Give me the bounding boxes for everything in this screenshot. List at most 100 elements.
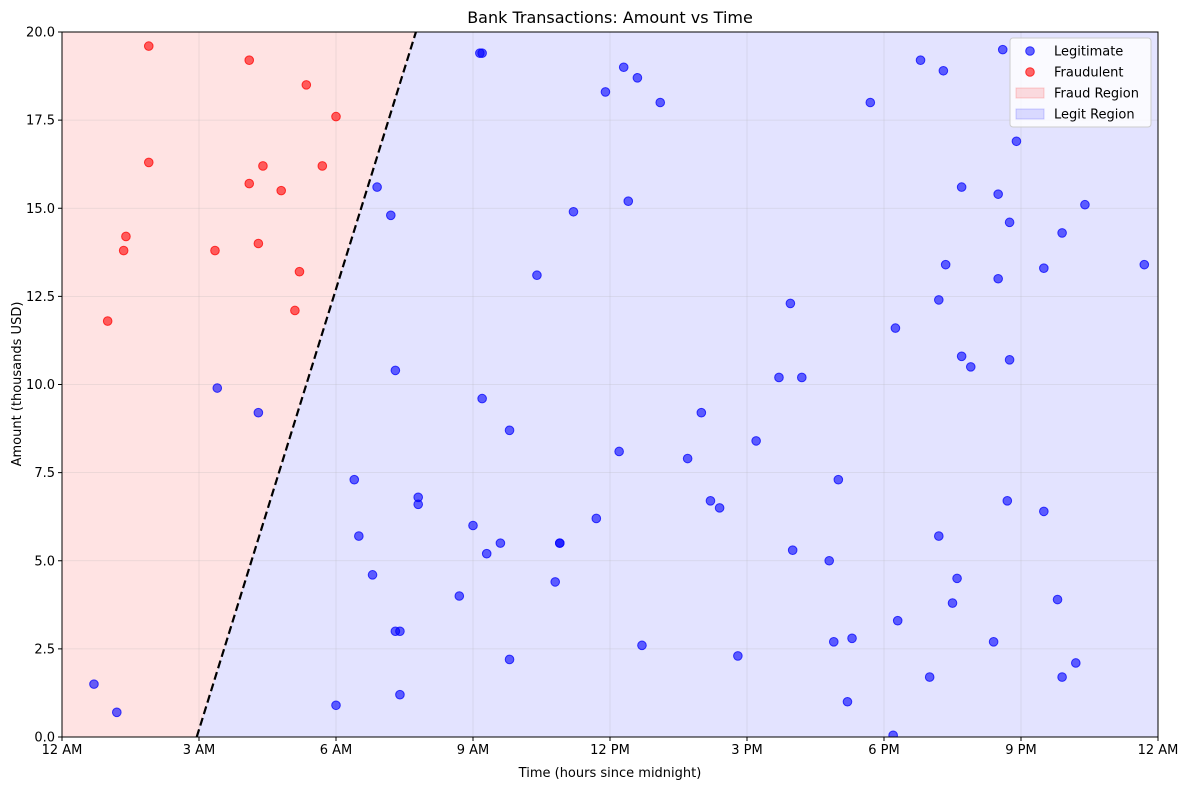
- legitimate-point: [454, 591, 465, 601]
- fraudulent-point: [210, 245, 220, 256]
- legend-label-fraud-region: Fraud Region: [1054, 87, 1139, 102]
- legitimate-point: [367, 570, 378, 580]
- legitimate-point: [1004, 355, 1015, 365]
- legitimate-point: [504, 425, 515, 436]
- legitimate-point: [965, 362, 976, 372]
- data-points: [89, 41, 1150, 737]
- legitimate-point: [787, 545, 798, 555]
- legend-marker-fraudulent: [1025, 67, 1035, 77]
- legitimate-point: [705, 496, 716, 506]
- legitimate-point: [655, 97, 666, 108]
- legitimate-point: [947, 598, 958, 608]
- legitimate-point: [1011, 136, 1022, 147]
- y-tick-label: 20.0: [26, 26, 55, 41]
- legitimate-point: [956, 182, 967, 192]
- legend-label-legit-region: Legit Region: [1054, 108, 1135, 123]
- legitimate-point: [934, 531, 944, 541]
- legitimate-point: [797, 372, 807, 383]
- fraudulent-point: [118, 245, 129, 256]
- y-tick-label: 5.0: [34, 554, 55, 569]
- legitimate-point: [993, 273, 1003, 284]
- fraudulent-point: [258, 161, 268, 171]
- legitimate-point: [890, 323, 901, 333]
- x-tick-label: 9 AM: [457, 743, 490, 758]
- legitimate-point: [956, 351, 967, 362]
- fraud-region: [62, 32, 416, 737]
- legitimate-point: [618, 62, 629, 73]
- legitimate-point: [828, 637, 839, 647]
- legitimate-point: [940, 259, 951, 270]
- legitimate-point: [532, 270, 542, 281]
- y-tick-label: 15.0: [26, 202, 55, 217]
- fraudulent-point: [253, 238, 264, 249]
- legitimate-point: [632, 73, 643, 83]
- legitimate-point: [785, 298, 796, 309]
- legitimate-point: [550, 577, 561, 587]
- fraudulent-point: [294, 266, 305, 277]
- x-tick-label: 6 PM: [868, 743, 899, 758]
- decision-regions: [62, 32, 1158, 737]
- legitimate-point: [112, 707, 122, 718]
- legitimate-point: [504, 654, 515, 665]
- decision-boundary-line: [195, 32, 417, 737]
- legitimate-point: [354, 531, 364, 541]
- legitimate-point: [1002, 496, 1013, 506]
- legitimate-point: [468, 520, 478, 531]
- legitimate-point: [568, 206, 579, 217]
- legitimate-point: [952, 573, 962, 584]
- x-tick-label: 9 PM: [1005, 743, 1036, 758]
- legitimate-point: [554, 538, 565, 548]
- fraudulent-point: [331, 111, 341, 122]
- legitimate-point: [623, 196, 634, 206]
- legitimate-point: [390, 365, 401, 376]
- legitimate-point: [413, 499, 424, 510]
- legitimate-point: [682, 453, 693, 464]
- legitimate-point: [495, 538, 506, 548]
- legitimate-point: [1004, 217, 1015, 228]
- legitimate-point: [751, 436, 761, 446]
- legitimate-point: [892, 615, 903, 626]
- legitimate-point: [1057, 672, 1067, 682]
- x-tick-label: 12 AM: [42, 743, 83, 758]
- fraudulent-point: [121, 231, 131, 242]
- legitimate-point: [833, 474, 844, 485]
- y-tick-label: 12.5: [26, 290, 55, 305]
- legitimate-point: [842, 696, 853, 707]
- legitimate-point: [600, 87, 611, 97]
- legitimate-point: [1039, 263, 1049, 273]
- legend: Legitimate Fraudulent Fraud Region Legit Re…: [1009, 37, 1152, 128]
- fraudulent-point: [143, 157, 154, 168]
- legitimate-point: [938, 65, 949, 76]
- y-tick-label: 7.5: [34, 466, 55, 481]
- y-axis-label: Amount (thousands USD): [10, 302, 25, 467]
- decision-boundary: [195, 32, 417, 737]
- legitimate-point: [395, 689, 405, 700]
- x-tick-label: 12 AM: [1138, 743, 1179, 758]
- legitimate-point: [477, 393, 487, 404]
- legitimate-point: [395, 626, 405, 637]
- legend-patch-legit-region: [1015, 108, 1045, 120]
- x-axis-label: Time (hours since midnight): [518, 766, 702, 781]
- fraudulent-point: [276, 185, 287, 196]
- legitimate-point: [847, 633, 857, 644]
- legitimate-point: [714, 503, 725, 513]
- legitimate-point: [253, 407, 264, 418]
- legitimate-point: [386, 210, 396, 221]
- legitimate-point: [591, 513, 602, 524]
- legitimate-point: [477, 48, 487, 58]
- x-tick-label: 3 PM: [731, 743, 762, 758]
- legitimate-point: [331, 700, 341, 711]
- x-tick-label: 3 AM: [183, 743, 216, 758]
- legitimate-point: [997, 44, 1008, 55]
- legitimate-point: [1057, 228, 1067, 238]
- fraudulent-point: [290, 305, 300, 316]
- legitimate-point: [89, 679, 99, 689]
- legitimate-point: [774, 372, 784, 383]
- legend-patch-fraud-region: [1015, 87, 1045, 99]
- fraudulent-point: [102, 316, 113, 326]
- legitimate-point: [824, 555, 835, 566]
- y-axis: 0.0 2.5 5.0 7.5 10.0 12.5 15.0 17.5 20.0: [26, 26, 62, 746]
- legitimate-point: [1052, 594, 1063, 605]
- legitimate-point: [637, 640, 647, 651]
